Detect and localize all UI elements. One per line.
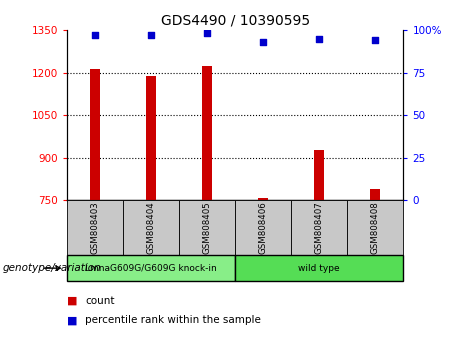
Title: GDS4490 / 10390595: GDS4490 / 10390595 — [160, 13, 310, 28]
Bar — [314, 150, 324, 200]
Text: percentile rank within the sample: percentile rank within the sample — [85, 315, 261, 325]
Text: GSM808404: GSM808404 — [147, 201, 155, 254]
Bar — [202, 66, 212, 200]
Point — [372, 38, 379, 43]
Text: GSM808408: GSM808408 — [371, 201, 380, 254]
Text: LmnaG609G/G609G knock-in: LmnaG609G/G609G knock-in — [85, 264, 217, 273]
Text: ■: ■ — [67, 296, 77, 306]
Bar — [90, 69, 100, 200]
Bar — [146, 76, 156, 200]
Point — [91, 32, 99, 38]
Text: wild type: wild type — [298, 264, 340, 273]
Point — [203, 31, 211, 36]
Text: genotype/variation: genotype/variation — [2, 263, 101, 273]
Bar — [370, 189, 380, 200]
Text: GSM808403: GSM808403 — [90, 201, 100, 254]
Text: ■: ■ — [67, 315, 77, 325]
Text: GSM808406: GSM808406 — [259, 201, 268, 254]
Text: count: count — [85, 296, 115, 306]
Point — [260, 39, 267, 45]
Bar — [258, 198, 268, 200]
Text: GSM808407: GSM808407 — [315, 201, 324, 254]
Point — [315, 36, 323, 41]
Point — [147, 32, 154, 38]
Text: GSM808405: GSM808405 — [202, 201, 212, 254]
